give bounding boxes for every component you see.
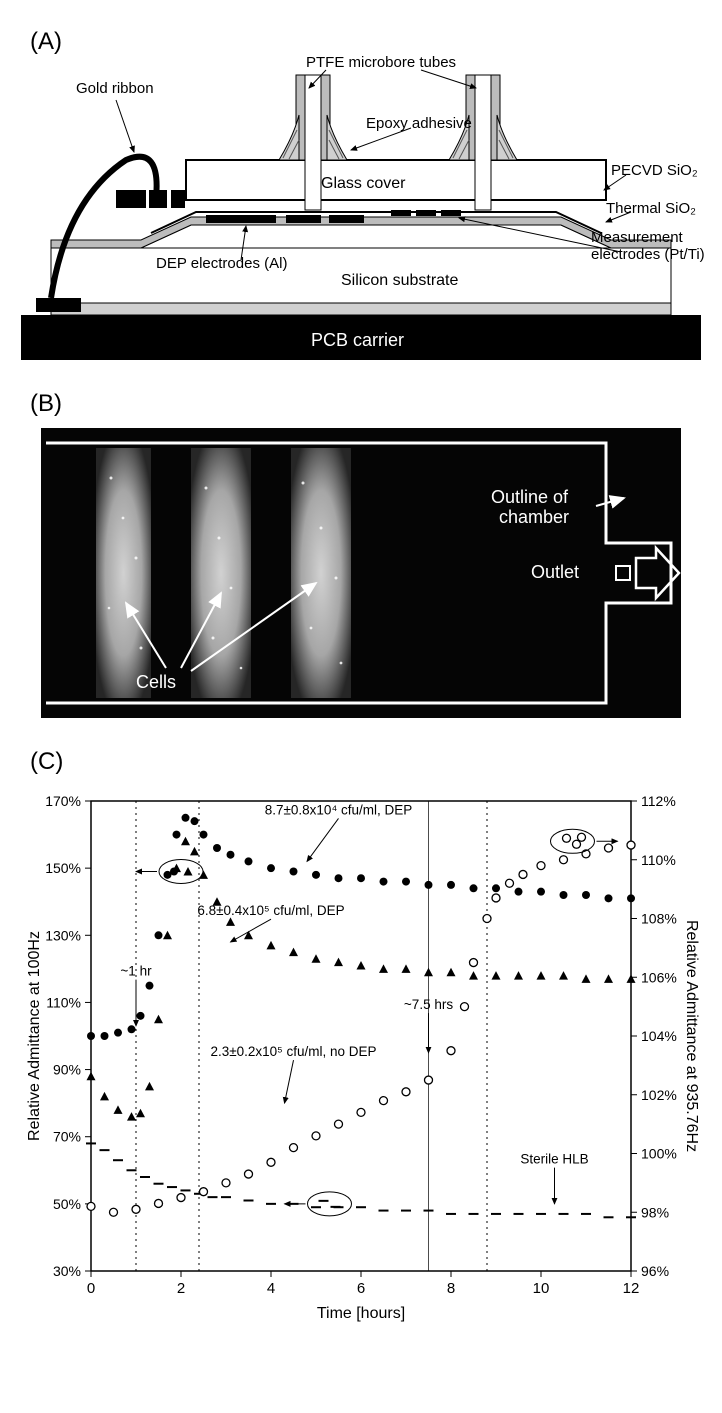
svg-text:Time [hours]: Time [hours]	[317, 1305, 405, 1322]
svg-text:4: 4	[267, 1280, 275, 1297]
svg-text:110%: 110%	[641, 852, 676, 868]
cells-label: Cells	[136, 672, 176, 692]
svg-text:2: 2	[177, 1280, 185, 1297]
svg-text:2.3±0.2x10⁵ cfu/ml, no DEP: 2.3±0.2x10⁵ cfu/ml, no DEP	[210, 1044, 376, 1059]
svg-text:6: 6	[357, 1280, 365, 1297]
panel-a-diagram: PCB carrier Silicon substrate Glass cove…	[21, 60, 701, 360]
svg-text:Relative Admittance at 100Hz: Relative Admittance at 100Hz	[26, 931, 43, 1141]
epoxy-label: Epoxy adhesive	[366, 115, 472, 132]
svg-text:Relative Admittance at 935.76H: Relative Admittance at 935.76Hz	[683, 920, 700, 1152]
dep-label: DEP electrodes (Al)	[156, 255, 287, 272]
pecvd-label: PECVD SiO₂	[611, 162, 698, 179]
ptfe-label: PTFE microbore tubes	[306, 54, 456, 71]
svg-text:10: 10	[533, 1280, 550, 1297]
panel-b-micrograph: Outline of chamber Outlet Cells	[41, 428, 681, 718]
svg-text:0: 0	[87, 1280, 95, 1297]
svg-text:12: 12	[623, 1280, 640, 1297]
svg-text:90%: 90%	[53, 1062, 81, 1078]
svg-text:8: 8	[447, 1280, 455, 1297]
svg-text:100%: 100%	[641, 1146, 677, 1162]
gold-ribbon-label: Gold ribbon	[76, 80, 154, 97]
svg-text:~7.5 hrs: ~7.5 hrs	[404, 997, 453, 1012]
panel-c-svg: 0 2 4 6 8 10 12 Time [hours] 30% 50% 70% 90% 110% 130…	[21, 786, 701, 1326]
svg-text:50%: 50%	[53, 1196, 81, 1212]
pcb-label: PCB carrier	[311, 330, 404, 350]
svg-text:108%: 108%	[641, 911, 677, 927]
svg-text:112%: 112%	[641, 793, 676, 809]
panel-a-svg: PCB carrier Silicon substrate Glass cove…	[21, 60, 701, 360]
panel-c-label: (C)	[30, 748, 702, 776]
svg-text:104%: 104%	[641, 1028, 677, 1044]
svg-text:102%: 102%	[641, 1087, 677, 1103]
svg-text:Sterile HLB: Sterile HLB	[520, 1152, 588, 1167]
panel-b-svg: Outline of chamber Outlet Cells	[41, 428, 681, 718]
glass-label: Glass cover	[321, 175, 406, 192]
svg-text:110%: 110%	[46, 994, 81, 1010]
svg-text:~1 hr: ~1 hr	[120, 964, 152, 979]
svg-text:106%: 106%	[641, 969, 677, 985]
svg-text:8.7±0.8x10⁴ cfu/ml, DEP: 8.7±0.8x10⁴ cfu/ml, DEP	[265, 802, 413, 817]
svg-text:130%: 130%	[45, 927, 81, 943]
outlet-label: Outlet	[531, 562, 579, 582]
svg-text:chamber: chamber	[499, 507, 569, 527]
svg-text:170%: 170%	[45, 793, 81, 809]
svg-text:70%: 70%	[53, 1129, 81, 1145]
svg-text:Outline of: Outline of	[491, 487, 569, 507]
panel-a-label: (A)	[30, 28, 702, 56]
svg-text:6.8±0.4x10⁵ cfu/ml, DEP: 6.8±0.4x10⁵ cfu/ml, DEP	[197, 903, 344, 918]
panel-c-chart: 0 2 4 6 8 10 12 Time [hours] 30% 50% 70% 90% 110% 130…	[21, 786, 701, 1326]
panel-b-label: (B)	[30, 390, 702, 418]
svg-text:98%: 98%	[641, 1204, 669, 1220]
svg-text:30%: 30%	[53, 1263, 81, 1279]
svg-text:96%: 96%	[641, 1263, 669, 1279]
svg-text:150%: 150%	[45, 860, 81, 876]
thermal-label: Thermal SiO₂	[606, 200, 696, 217]
meas-label: Measurementelectrodes (Pt/Ti)	[591, 230, 705, 263]
silicon-label: Silicon substrate	[341, 272, 458, 289]
